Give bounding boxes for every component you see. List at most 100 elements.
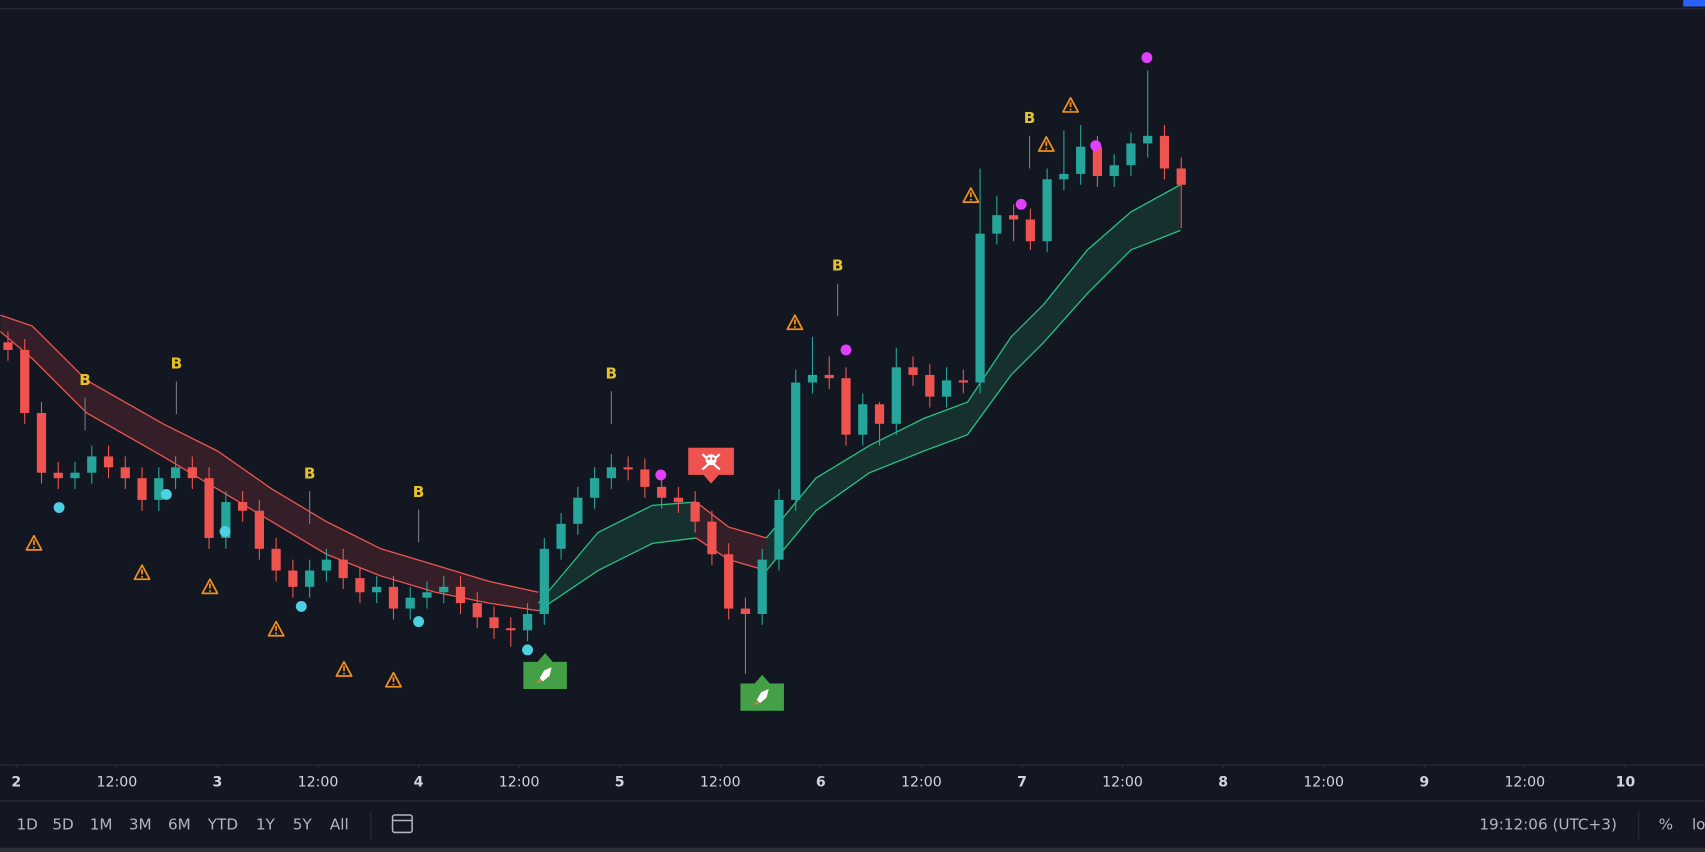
x-tick-label: 12:00 xyxy=(1504,774,1545,790)
x-tick-label: 12:00 xyxy=(1303,774,1344,790)
candle-body xyxy=(422,592,432,598)
candle-body xyxy=(1126,143,1136,166)
candle-body xyxy=(204,478,214,538)
x-tick-label: 4 xyxy=(414,774,424,790)
range-button[interactable]: 1D xyxy=(16,815,37,833)
range-button[interactable]: 1M xyxy=(90,815,113,833)
range-button[interactable]: 1Y xyxy=(256,815,276,833)
skull-eye xyxy=(711,457,715,460)
candle-body xyxy=(238,502,248,511)
x-tick-label: 8 xyxy=(1218,774,1228,790)
x-tick-label: 9 xyxy=(1419,774,1429,790)
candle-body xyxy=(321,559,332,571)
candle-body xyxy=(573,497,583,524)
candle-body xyxy=(1042,179,1052,242)
candle-body xyxy=(1109,165,1119,177)
candle-body xyxy=(388,586,399,609)
clock[interactable]: 19:12:06 (UTC+3) xyxy=(1479,815,1617,833)
band-lower xyxy=(538,537,697,612)
warning-mark xyxy=(335,660,353,677)
candle-body xyxy=(724,554,734,609)
warning-mark xyxy=(384,671,402,688)
candle-body xyxy=(405,597,415,609)
warning-mark xyxy=(267,620,285,637)
candle-body xyxy=(992,215,1002,234)
candle-body xyxy=(87,456,97,473)
magenta-dot xyxy=(840,344,852,356)
candle-body xyxy=(355,578,365,593)
candle-body xyxy=(1009,215,1019,220)
warning-triangle xyxy=(133,564,151,581)
candle-body xyxy=(740,608,751,615)
warning-triangle xyxy=(786,314,804,331)
candle-body xyxy=(941,380,952,397)
candle-body xyxy=(539,548,549,615)
range-button[interactable]: 3M xyxy=(129,815,152,833)
buy-signal: B xyxy=(304,464,316,482)
warning-dot xyxy=(793,325,796,328)
magenta-dot xyxy=(1015,198,1027,210)
x-tick-label: 12:00 xyxy=(1102,774,1143,790)
candle-body xyxy=(3,342,13,350)
warning-mark xyxy=(25,534,43,551)
candle-body xyxy=(707,521,717,555)
candle-body xyxy=(824,374,834,379)
warning-triangle xyxy=(962,187,980,204)
candle-body xyxy=(925,374,935,397)
skull-box xyxy=(688,447,734,484)
candle-body xyxy=(874,404,885,424)
band-upper xyxy=(0,314,539,593)
range-button[interactable]: 5Y xyxy=(293,815,313,833)
magenta-dot xyxy=(1090,140,1102,152)
cyan-dot xyxy=(160,489,172,500)
x-tick-label: 6 xyxy=(816,774,826,790)
candle-body xyxy=(975,233,985,383)
range-button[interactable]: 5D xyxy=(52,815,73,833)
warning-dot xyxy=(32,546,35,549)
warning-dot xyxy=(141,575,144,578)
candle-body xyxy=(53,472,63,479)
x-tick-label: 12:00 xyxy=(700,774,741,790)
percent-toggle[interactable]: % xyxy=(1659,815,1673,833)
x-tick-label: 7 xyxy=(1017,774,1027,790)
buy-signal: B xyxy=(171,355,183,373)
candle-body xyxy=(489,617,499,629)
warning-mark xyxy=(201,578,219,595)
warning-dot xyxy=(343,672,345,675)
log-toggle[interactable]: lo xyxy=(1692,815,1705,833)
candle-body xyxy=(807,374,818,383)
rocket-mark xyxy=(740,674,784,711)
warning-dot xyxy=(208,589,211,592)
date-range-button[interactable] xyxy=(391,814,413,834)
magenta-dot xyxy=(1141,52,1153,64)
x-tick-label: 12:00 xyxy=(97,774,138,790)
candle-body xyxy=(338,559,348,579)
warning-mark xyxy=(962,187,980,204)
candle-body xyxy=(556,523,566,549)
warning-dot xyxy=(392,683,395,686)
band-fill xyxy=(0,315,539,611)
cyan-dot xyxy=(53,502,65,513)
warning-dot xyxy=(969,198,972,201)
candle-body xyxy=(640,469,650,487)
range-button[interactable]: All xyxy=(330,815,349,833)
candle-body xyxy=(20,349,30,413)
candle-body xyxy=(522,614,533,631)
candle-body xyxy=(958,380,968,383)
warning-triangle xyxy=(1062,96,1080,113)
candle-body xyxy=(36,412,47,473)
cyan-dot xyxy=(219,525,231,537)
candle-body xyxy=(757,559,767,615)
warning-dot xyxy=(1069,108,1072,111)
range-button[interactable]: 6M xyxy=(168,815,191,833)
x-tick-label: 2 xyxy=(11,774,21,790)
warning-triangle xyxy=(25,534,43,551)
bottom-strip xyxy=(0,847,1705,852)
range-button[interactable]: YTD xyxy=(207,815,238,833)
rocket-icon xyxy=(756,688,769,704)
band-fill xyxy=(695,502,767,571)
candle-body xyxy=(891,367,901,424)
buy-signal: B xyxy=(79,371,91,389)
warning-triangle xyxy=(1037,136,1055,152)
